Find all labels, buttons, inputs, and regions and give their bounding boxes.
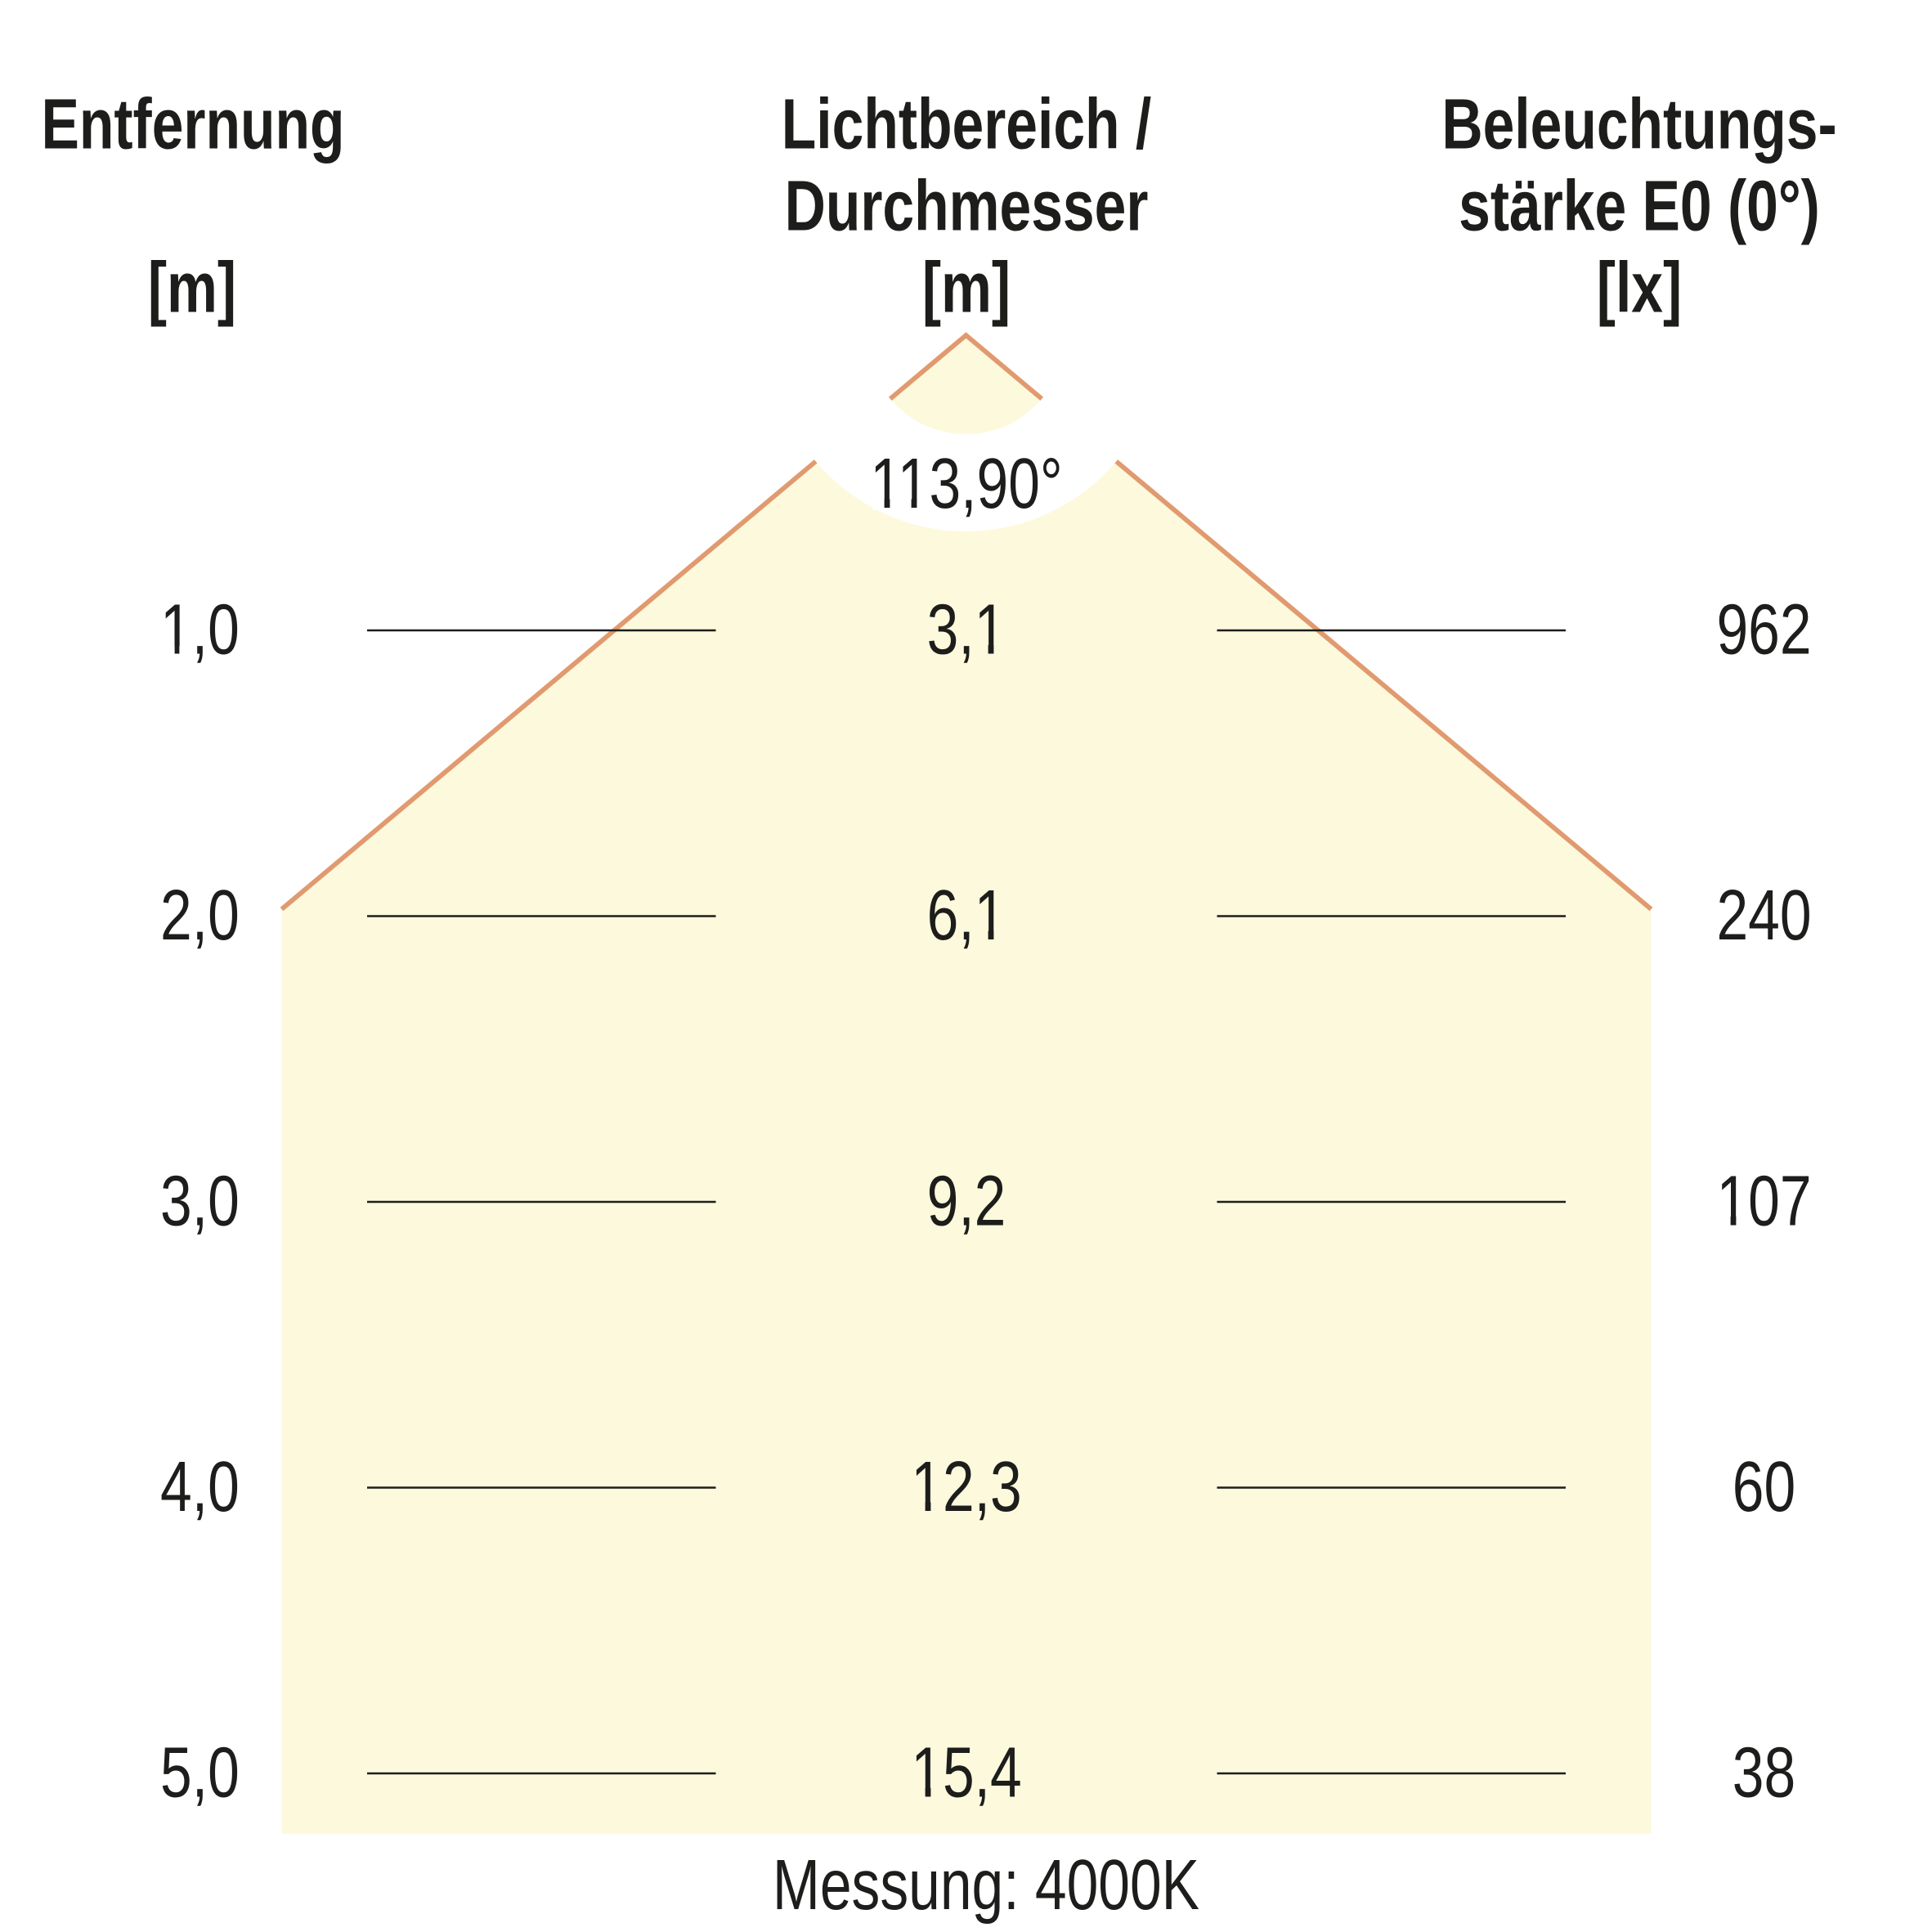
svg-text:15,4: 15,4 bbox=[911, 1733, 1021, 1812]
svg-text:3,0: 3,0 bbox=[160, 1161, 240, 1240]
svg-text:6,1: 6,1 bbox=[927, 876, 1006, 955]
svg-text:113,90°: 113,90° bbox=[870, 444, 1063, 523]
svg-text:3,1: 3,1 bbox=[927, 589, 1006, 669]
svg-text:38: 38 bbox=[1733, 1733, 1795, 1812]
svg-text:Messung: 4000K: Messung: 4000K bbox=[773, 1845, 1199, 1925]
svg-text:107: 107 bbox=[1716, 1161, 1811, 1240]
svg-text:240: 240 bbox=[1716, 876, 1811, 955]
svg-text:962: 962 bbox=[1716, 589, 1811, 669]
svg-text:4,0: 4,0 bbox=[160, 1447, 240, 1526]
svg-text:1,0: 1,0 bbox=[160, 589, 240, 669]
svg-text:[m]: [m] bbox=[922, 248, 1011, 327]
svg-text:9,2: 9,2 bbox=[927, 1161, 1006, 1240]
svg-text:2,0: 2,0 bbox=[160, 876, 240, 955]
svg-text:[m]: [m] bbox=[148, 248, 236, 327]
svg-text:60: 60 bbox=[1733, 1447, 1795, 1526]
svg-text:stärke E0 (0°): stärke E0 (0°) bbox=[1459, 166, 1820, 245]
svg-text:[lx]: [lx] bbox=[1597, 248, 1682, 327]
svg-text:Entfernung: Entfernung bbox=[41, 84, 344, 164]
svg-text:Lichtbereich /: Lichtbereich / bbox=[782, 84, 1152, 164]
svg-text:12,3: 12,3 bbox=[911, 1447, 1021, 1526]
svg-text:Durchmesser: Durchmesser bbox=[785, 166, 1149, 245]
svg-text:5,0: 5,0 bbox=[160, 1733, 240, 1812]
svg-text:Beleuchtungs-: Beleuchtungs- bbox=[1441, 84, 1836, 164]
